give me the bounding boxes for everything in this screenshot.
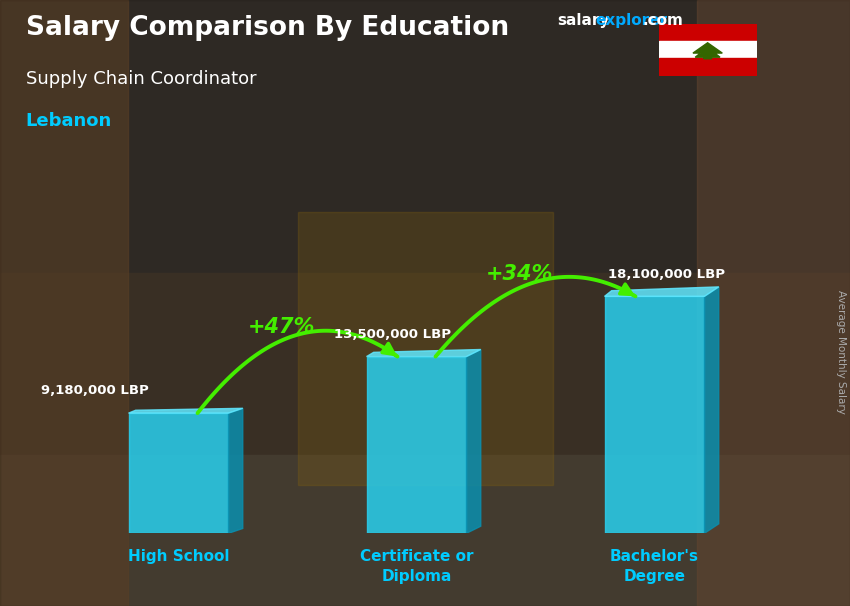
Text: .com: .com	[643, 13, 683, 28]
Text: Salary Comparison By Education: Salary Comparison By Education	[26, 15, 508, 41]
Bar	[659, 24, 756, 41]
Text: Average Monthly Salary: Average Monthly Salary	[836, 290, 846, 413]
Text: +47%: +47%	[248, 316, 315, 336]
Bar	[0, 0, 128, 606]
Polygon shape	[128, 413, 229, 533]
Polygon shape	[366, 356, 467, 533]
Text: explorer: explorer	[595, 13, 667, 28]
Text: 18,100,000 LBP: 18,100,000 LBP	[608, 268, 725, 281]
Polygon shape	[705, 287, 719, 533]
Polygon shape	[604, 296, 705, 533]
Bar	[659, 59, 756, 76]
Text: +34%: +34%	[486, 264, 553, 284]
Text: Lebanon: Lebanon	[26, 112, 111, 130]
Text: 9,180,000 LBP: 9,180,000 LBP	[42, 384, 149, 398]
Bar	[659, 41, 756, 59]
Polygon shape	[229, 408, 243, 533]
Polygon shape	[604, 287, 719, 296]
Bar	[298, 212, 552, 485]
Polygon shape	[128, 408, 243, 413]
Text: 13,500,000 LBP: 13,500,000 LBP	[334, 328, 451, 341]
Text: salary: salary	[557, 13, 609, 28]
Polygon shape	[467, 350, 481, 533]
Bar	[697, 0, 850, 606]
Polygon shape	[366, 350, 481, 356]
Bar	[0, 0, 850, 273]
Text: Supply Chain Coordinator: Supply Chain Coordinator	[26, 70, 256, 88]
Bar	[0, 454, 850, 606]
Polygon shape	[693, 43, 722, 59]
Bar	[0, 273, 850, 454]
